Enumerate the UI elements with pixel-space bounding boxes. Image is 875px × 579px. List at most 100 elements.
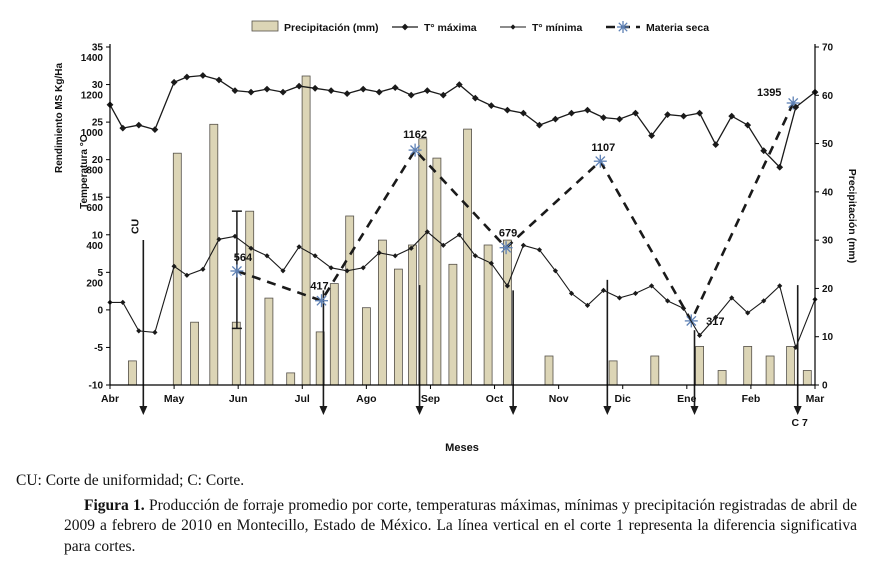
diamond-marker-icon	[247, 88, 255, 96]
axes: 35302520151050-5-10140012001000800600400…	[54, 43, 858, 455]
diamond-marker-icon	[520, 109, 527, 117]
precip-bar	[408, 244, 417, 386]
arrowhead-icon	[793, 406, 802, 415]
diamond-marker-icon	[456, 232, 462, 238]
precip-bars	[127, 75, 812, 386]
materia-seca-value-label: 417	[310, 281, 328, 293]
diamond-marker-icon	[295, 82, 303, 90]
arrowhead-icon	[319, 406, 328, 415]
diamond-marker-icon	[568, 290, 575, 296]
legend: Precipitación (mm) T° máxima T° mínima Mate…	[251, 20, 709, 34]
legend-label-materia-seca: Materia seca	[646, 22, 709, 34]
diamond-marker-icon	[232, 233, 238, 239]
diamond-marker-icon	[729, 295, 735, 301]
diamond-marker-icon	[376, 250, 382, 256]
diamond-marker-icon	[536, 121, 543, 129]
diamond-marker-icon	[327, 87, 335, 94]
diamond-marker-icon	[200, 266, 206, 272]
month-tick-label: Jun	[229, 393, 248, 405]
left-axis-title-temperatura: Temperatura °C	[79, 135, 90, 209]
figura-1-chart: CU C 7 564 417 1162 679 1107 317 1395 35 30 25 20 15 1…	[54, 20, 858, 455]
right-axis-title: Precipitación (mm)	[846, 169, 858, 264]
diamond-marker-icon	[632, 109, 639, 117]
star-marker-icon	[501, 242, 512, 253]
materia-seca-value-label: 1395	[757, 87, 781, 99]
materia-seca-value-label: 564	[234, 252, 253, 264]
temp-tick-label: 0	[97, 305, 103, 316]
diamond-marker-icon	[584, 106, 591, 114]
materia-seca-value-label: 1107	[591, 142, 615, 154]
diamond-marker-icon	[280, 268, 286, 274]
rendimiento-tick-label: 400	[86, 241, 103, 252]
diamond-marker-icon	[391, 84, 399, 91]
temp-tick-label: 35	[92, 43, 104, 54]
diamond-marker-icon	[616, 295, 623, 301]
diamond-marker-icon	[681, 305, 687, 311]
precip-bar	[377, 239, 387, 386]
rendimiento-tick-label: 1400	[81, 53, 104, 64]
month-tick-label: Sep	[421, 393, 440, 405]
arrowhead-icon	[509, 406, 518, 415]
diamond-marker-icon	[423, 87, 431, 94]
diamond-marker-icon	[407, 91, 415, 99]
temp-tick-label: 5	[97, 268, 103, 279]
precip-bar	[786, 345, 795, 386]
diamond-marker-icon	[487, 102, 495, 109]
precip-bar	[190, 321, 200, 386]
diamond-marker-icon	[135, 121, 143, 129]
precip-tick-label: 50	[822, 139, 834, 150]
month-tick-label: Oct	[486, 393, 504, 405]
precip-bar	[743, 345, 753, 386]
diamond-marker-icon	[792, 103, 800, 111]
legend-label-precipitacion: Precipitación (mm)	[284, 22, 379, 34]
diamond-marker-icon	[536, 247, 542, 253]
temp-tick-label: 30	[92, 80, 104, 91]
diamond-marker-icon	[760, 147, 768, 155]
diamond-marker-icon	[713, 314, 719, 320]
rendimiento-tick-label: 800	[86, 166, 103, 177]
materia-seca-value-label: 1162	[403, 129, 427, 141]
legend-label-tmax: T° máxima	[424, 22, 477, 34]
diamond-marker-icon	[328, 265, 334, 271]
legend-bar-swatch	[251, 20, 279, 32]
diamond-marker-icon	[745, 310, 751, 316]
month-tick-label: Abr	[101, 393, 119, 405]
temp-tick-label: -5	[94, 343, 103, 354]
precip-bar	[432, 157, 442, 386]
diamond-marker-icon	[568, 109, 575, 117]
diamond-marker-icon	[664, 111, 671, 118]
rendimiento-tick-label: 1000	[81, 128, 104, 139]
diamond-marker-icon	[728, 112, 736, 120]
temp-tick-label: 20	[92, 155, 104, 166]
diamond-marker-icon	[152, 329, 158, 335]
diamond-marker-icon	[616, 115, 623, 123]
diamond-marker-icon	[649, 283, 655, 289]
diamond-marker-icon	[401, 23, 409, 31]
diamond-marker-icon	[632, 290, 639, 296]
arrowhead-icon	[415, 406, 424, 415]
precip-bar	[345, 215, 355, 386]
month-tick-label: Jul	[295, 393, 310, 405]
diamond-marker-icon	[215, 76, 223, 84]
precip-bar	[329, 283, 339, 386]
cut-label-c7: C 7	[792, 417, 809, 429]
left-axis-title-rendimiento: Rendimiento MS Kg/Ha	[54, 63, 65, 173]
materia-seca-value-label: 317	[706, 316, 724, 328]
tmin-series	[107, 229, 818, 350]
diamond-marker-icon	[761, 298, 767, 304]
figure-caption-label: Figura 1.	[84, 497, 145, 514]
diamond-marker-icon	[424, 229, 430, 235]
month-tick-label: May	[164, 393, 185, 405]
diamond-marker-icon	[648, 132, 655, 139]
arrowhead-icon	[690, 406, 699, 415]
diamond-marker-icon	[744, 121, 752, 129]
diamond-marker-icon	[216, 236, 222, 242]
diamond-marker-icon	[199, 72, 207, 79]
precip-bar	[361, 307, 371, 386]
diamond-marker-icon	[471, 94, 479, 102]
x-axis-title: Meses	[445, 442, 479, 454]
materia-seca-series: 564 417 1162 679 1107 317 1395	[230, 87, 800, 328]
precip-tick-label: 60	[822, 91, 834, 102]
temp-tick-label: 10	[92, 230, 104, 241]
rendimiento-tick-label: 600	[86, 203, 103, 214]
